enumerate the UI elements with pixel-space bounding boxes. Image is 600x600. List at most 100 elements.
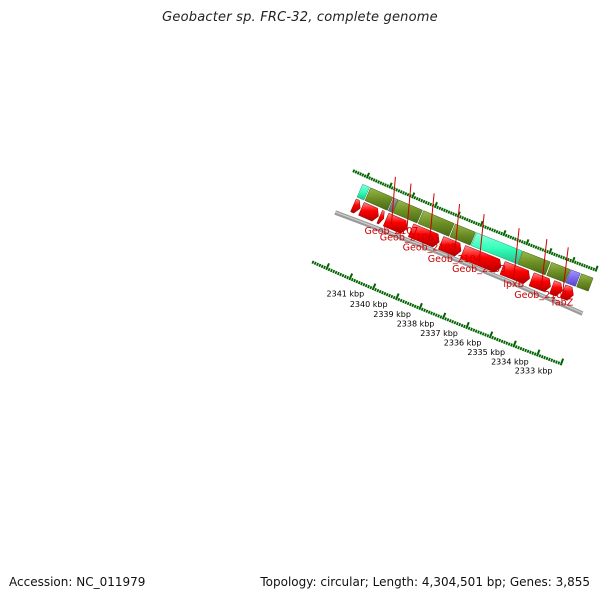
inner-minor-tick	[550, 251, 554, 256]
inner-minor-tick	[536, 246, 540, 250]
genome-backbone	[334, 210, 584, 316]
ruler-minor-tick	[318, 263, 322, 268]
ruler-minor-tick	[486, 334, 490, 338]
cds-arrow	[560, 284, 574, 301]
inner-minor-tick	[370, 177, 374, 181]
inner-minor-tick	[417, 197, 421, 202]
ruler-minor-tick	[362, 282, 366, 287]
inner-minor-tick	[422, 199, 426, 204]
inner-minor-tick	[534, 245, 538, 249]
ruler-minor-tick	[402, 299, 405, 304]
ruler-minor-tick	[430, 311, 433, 315]
ruler-minor-tick	[339, 272, 343, 277]
inner-minor-tick	[527, 242, 531, 247]
ruler-minor-tick	[484, 333, 487, 337]
inner-minor-tick	[395, 188, 399, 192]
ruler-minor-tick	[514, 345, 518, 349]
inner-minor-tick	[465, 217, 469, 222]
ruler-minor-tick	[451, 319, 455, 324]
ruler-minor-tick	[437, 314, 440, 318]
gene-label: Geob_2105	[403, 242, 457, 253]
inner-minor-tick	[532, 244, 536, 249]
ruler-minor-tick	[448, 319, 452, 323]
inner-minor-tick	[520, 240, 524, 244]
inner-minor-tick	[359, 172, 362, 176]
ruler-minor-tick	[420, 307, 424, 312]
ruler-minor-tick	[399, 298, 403, 303]
gene-label-leader	[513, 228, 520, 278]
ruler-minor-tick	[550, 358, 554, 362]
ruler-minor-tick	[313, 261, 317, 266]
inner-major-tick	[594, 265, 599, 272]
ruler-minor-tick	[491, 335, 495, 340]
inner-minor-tick	[546, 249, 549, 254]
inner-minor-tick	[511, 236, 515, 240]
ruler-minor-tick	[423, 308, 426, 312]
inner-minor-tick	[390, 186, 394, 190]
inner-minor-tick	[361, 173, 365, 177]
inner-minor-tick	[513, 237, 517, 241]
ruler-minor-tick	[390, 294, 394, 299]
ruler-minor-tick	[526, 349, 530, 354]
inner-minor-tick	[458, 215, 462, 219]
inner-major-tick	[388, 182, 393, 189]
inner-minor-tick	[564, 257, 568, 261]
cds-arrow	[499, 261, 530, 284]
rna-feature	[356, 183, 370, 201]
gene-feature	[417, 210, 455, 237]
ruler-minor-tick	[397, 297, 401, 302]
inner-minor-tick	[374, 179, 378, 183]
ruler-major-tick	[394, 293, 400, 301]
ruler-label: 2340 kbp	[350, 300, 388, 309]
backbone-highlight	[335, 211, 583, 314]
ruler-minor-tick	[503, 340, 506, 344]
ruler-minor-tick	[360, 281, 363, 286]
ruler-minor-tick	[481, 332, 485, 336]
inner-minor-tick	[424, 200, 428, 205]
ruler-minor-tick	[538, 354, 542, 358]
ruler-minor-tick	[462, 324, 466, 329]
inner-minor-tick	[590, 266, 593, 271]
ruler-minor-tick	[472, 328, 476, 332]
ruler-minor-tick	[543, 355, 546, 360]
inner-minor-tick	[477, 222, 481, 227]
gene-feature	[546, 262, 571, 283]
inner-minor-tick	[352, 169, 356, 173]
inner-minor-tick	[383, 183, 387, 187]
cds-arrow	[459, 245, 502, 273]
ruler-major-tick	[559, 358, 565, 366]
ruler-minor-tick	[343, 274, 347, 279]
ruler-minor-tick	[477, 330, 480, 334]
inner-minor-tick	[566, 257, 570, 262]
ruler-minor-tick	[367, 284, 370, 289]
ruler-minor-tick	[505, 341, 509, 345]
inner-minor-tick	[497, 230, 501, 235]
gene-feature	[364, 187, 394, 211]
ruler-minor-tick	[521, 347, 525, 352]
ruler-minor-tick	[329, 268, 333, 273]
ruler-major-tick	[371, 283, 377, 291]
ruler-minor-tick	[555, 360, 558, 364]
gene-feature	[392, 199, 423, 224]
inner-minor-tick	[539, 247, 543, 251]
inner-minor-tick	[449, 211, 453, 215]
inner-minor-tick	[553, 252, 556, 257]
ruler-minor-tick	[323, 265, 326, 270]
inner-minor-tick	[402, 191, 405, 195]
inner-minor-tick	[461, 216, 465, 220]
gene-feature	[517, 250, 551, 276]
inner-minor-tick	[518, 239, 522, 243]
page-title: Geobacter sp. FRC-32, complete genome	[162, 10, 438, 25]
ruler-minor-tick	[545, 356, 549, 361]
ruler-major-tick	[465, 321, 470, 330]
ruler-major-tick	[488, 331, 494, 339]
inner-minor-tick	[583, 264, 586, 268]
ruler-label: 2338 kbp	[397, 320, 435, 329]
gene-label-leader	[478, 214, 485, 263]
inner-minor-tick	[472, 220, 476, 225]
inner-minor-tick	[452, 212, 455, 216]
inner-major-tick	[411, 192, 416, 199]
gene-label-leader	[390, 176, 396, 224]
gene-label: fabZ	[552, 297, 574, 308]
